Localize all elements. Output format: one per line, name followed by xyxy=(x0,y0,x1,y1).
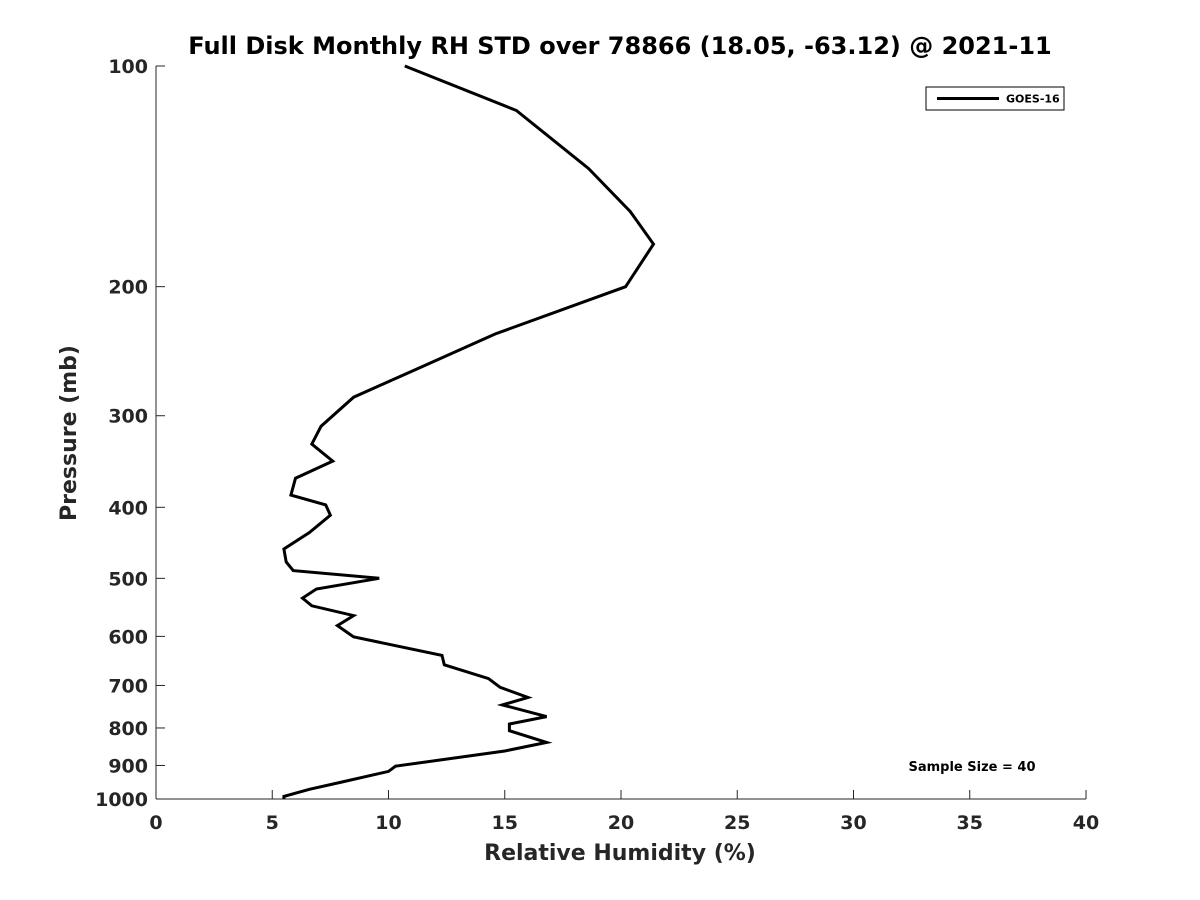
y-axis-ticks: 100 200 300 400 500 600 700 800 900 1000 xyxy=(95,56,165,811)
x-tick-label: 10 xyxy=(375,812,401,834)
x-tick-label: 15 xyxy=(492,812,518,834)
chart-title: Full Disk Monthly RH STD over 78866 (18.… xyxy=(188,32,1051,60)
x-axis-label: Relative Humidity (%) xyxy=(484,841,756,866)
y-tick-label: 400 xyxy=(108,497,148,519)
y-tick-label: 900 xyxy=(108,755,148,777)
x-tick-label: 0 xyxy=(149,812,162,834)
x-tick-label: 5 xyxy=(266,812,279,834)
y-tick-label: 500 xyxy=(108,568,148,590)
y-tick-label: 300 xyxy=(108,406,148,428)
y-axis-label: Pressure (mb) xyxy=(57,345,82,521)
y-tick-label: 800 xyxy=(108,718,148,740)
x-tick-label: 35 xyxy=(957,812,983,834)
x-tick-label: 25 xyxy=(724,812,750,834)
x-axis-ticks: 0 5 10 15 20 25 30 35 40 xyxy=(149,790,1099,834)
y-tick-label: 200 xyxy=(108,277,148,299)
x-tick-label: 30 xyxy=(840,812,866,834)
legend: GOES-16 xyxy=(925,86,1065,111)
series-line-goes-16 xyxy=(282,64,656,799)
legend-label-goes-16: GOES-16 xyxy=(1006,93,1060,106)
sample-size-annotation: Sample Size = 40 xyxy=(908,760,1035,775)
y-tick-label: 700 xyxy=(108,675,148,697)
plot-axes xyxy=(155,66,1086,800)
series-layer xyxy=(282,64,656,799)
y-tick-label: 600 xyxy=(108,626,148,648)
y-tick-label: 100 xyxy=(108,56,148,78)
y-tick-label: 1000 xyxy=(95,789,148,811)
x-tick-label: 20 xyxy=(608,812,634,834)
x-tick-label: 40 xyxy=(1073,812,1099,834)
